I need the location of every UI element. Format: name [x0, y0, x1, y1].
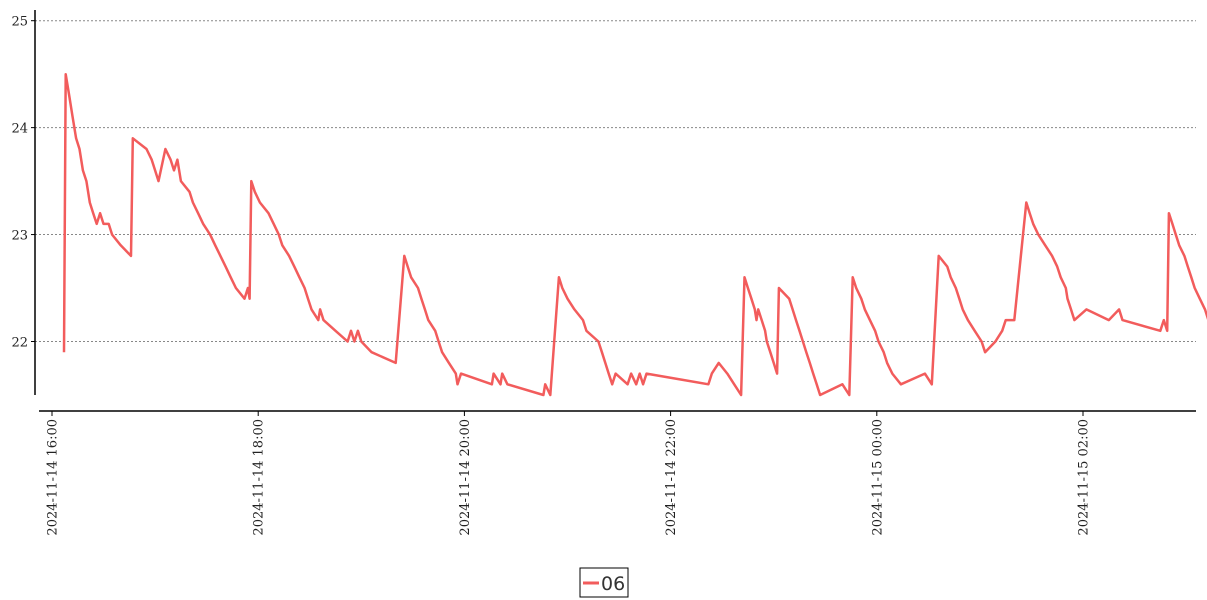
gridlines	[35, 20, 1196, 342]
y-tick-label: 25	[11, 15, 28, 30]
legend-label-06: 06	[601, 573, 625, 595]
x-tick-label: 2024-11-14 18:00	[252, 419, 267, 536]
y-tick-label: 23	[11, 229, 28, 244]
x-tick-labels: 2024-11-14 16:00 2024-11-14 18:00 2024-11-…	[46, 411, 1092, 536]
x-tick-label: 2024-11-14 22:00	[664, 419, 679, 536]
x-tick-label: 2024-11-14 16:00	[46, 419, 61, 536]
series-lines	[62, 72, 1207, 397]
y-tick-label: 24	[11, 122, 28, 137]
x-tick-label: 2024-11-15 02:00	[1077, 419, 1092, 536]
legend: 06	[579, 567, 629, 598]
y-tick-labels: 22 23 24 25	[11, 15, 35, 350]
x-tick-label: 2024-11-15 00:00	[870, 419, 885, 536]
axes	[34, 10, 1196, 412]
y-tick-label: 22	[11, 335, 28, 350]
series-line-06	[62, 72, 1207, 397]
x-tick-label: 2024-11-14 20:00	[458, 419, 473, 536]
